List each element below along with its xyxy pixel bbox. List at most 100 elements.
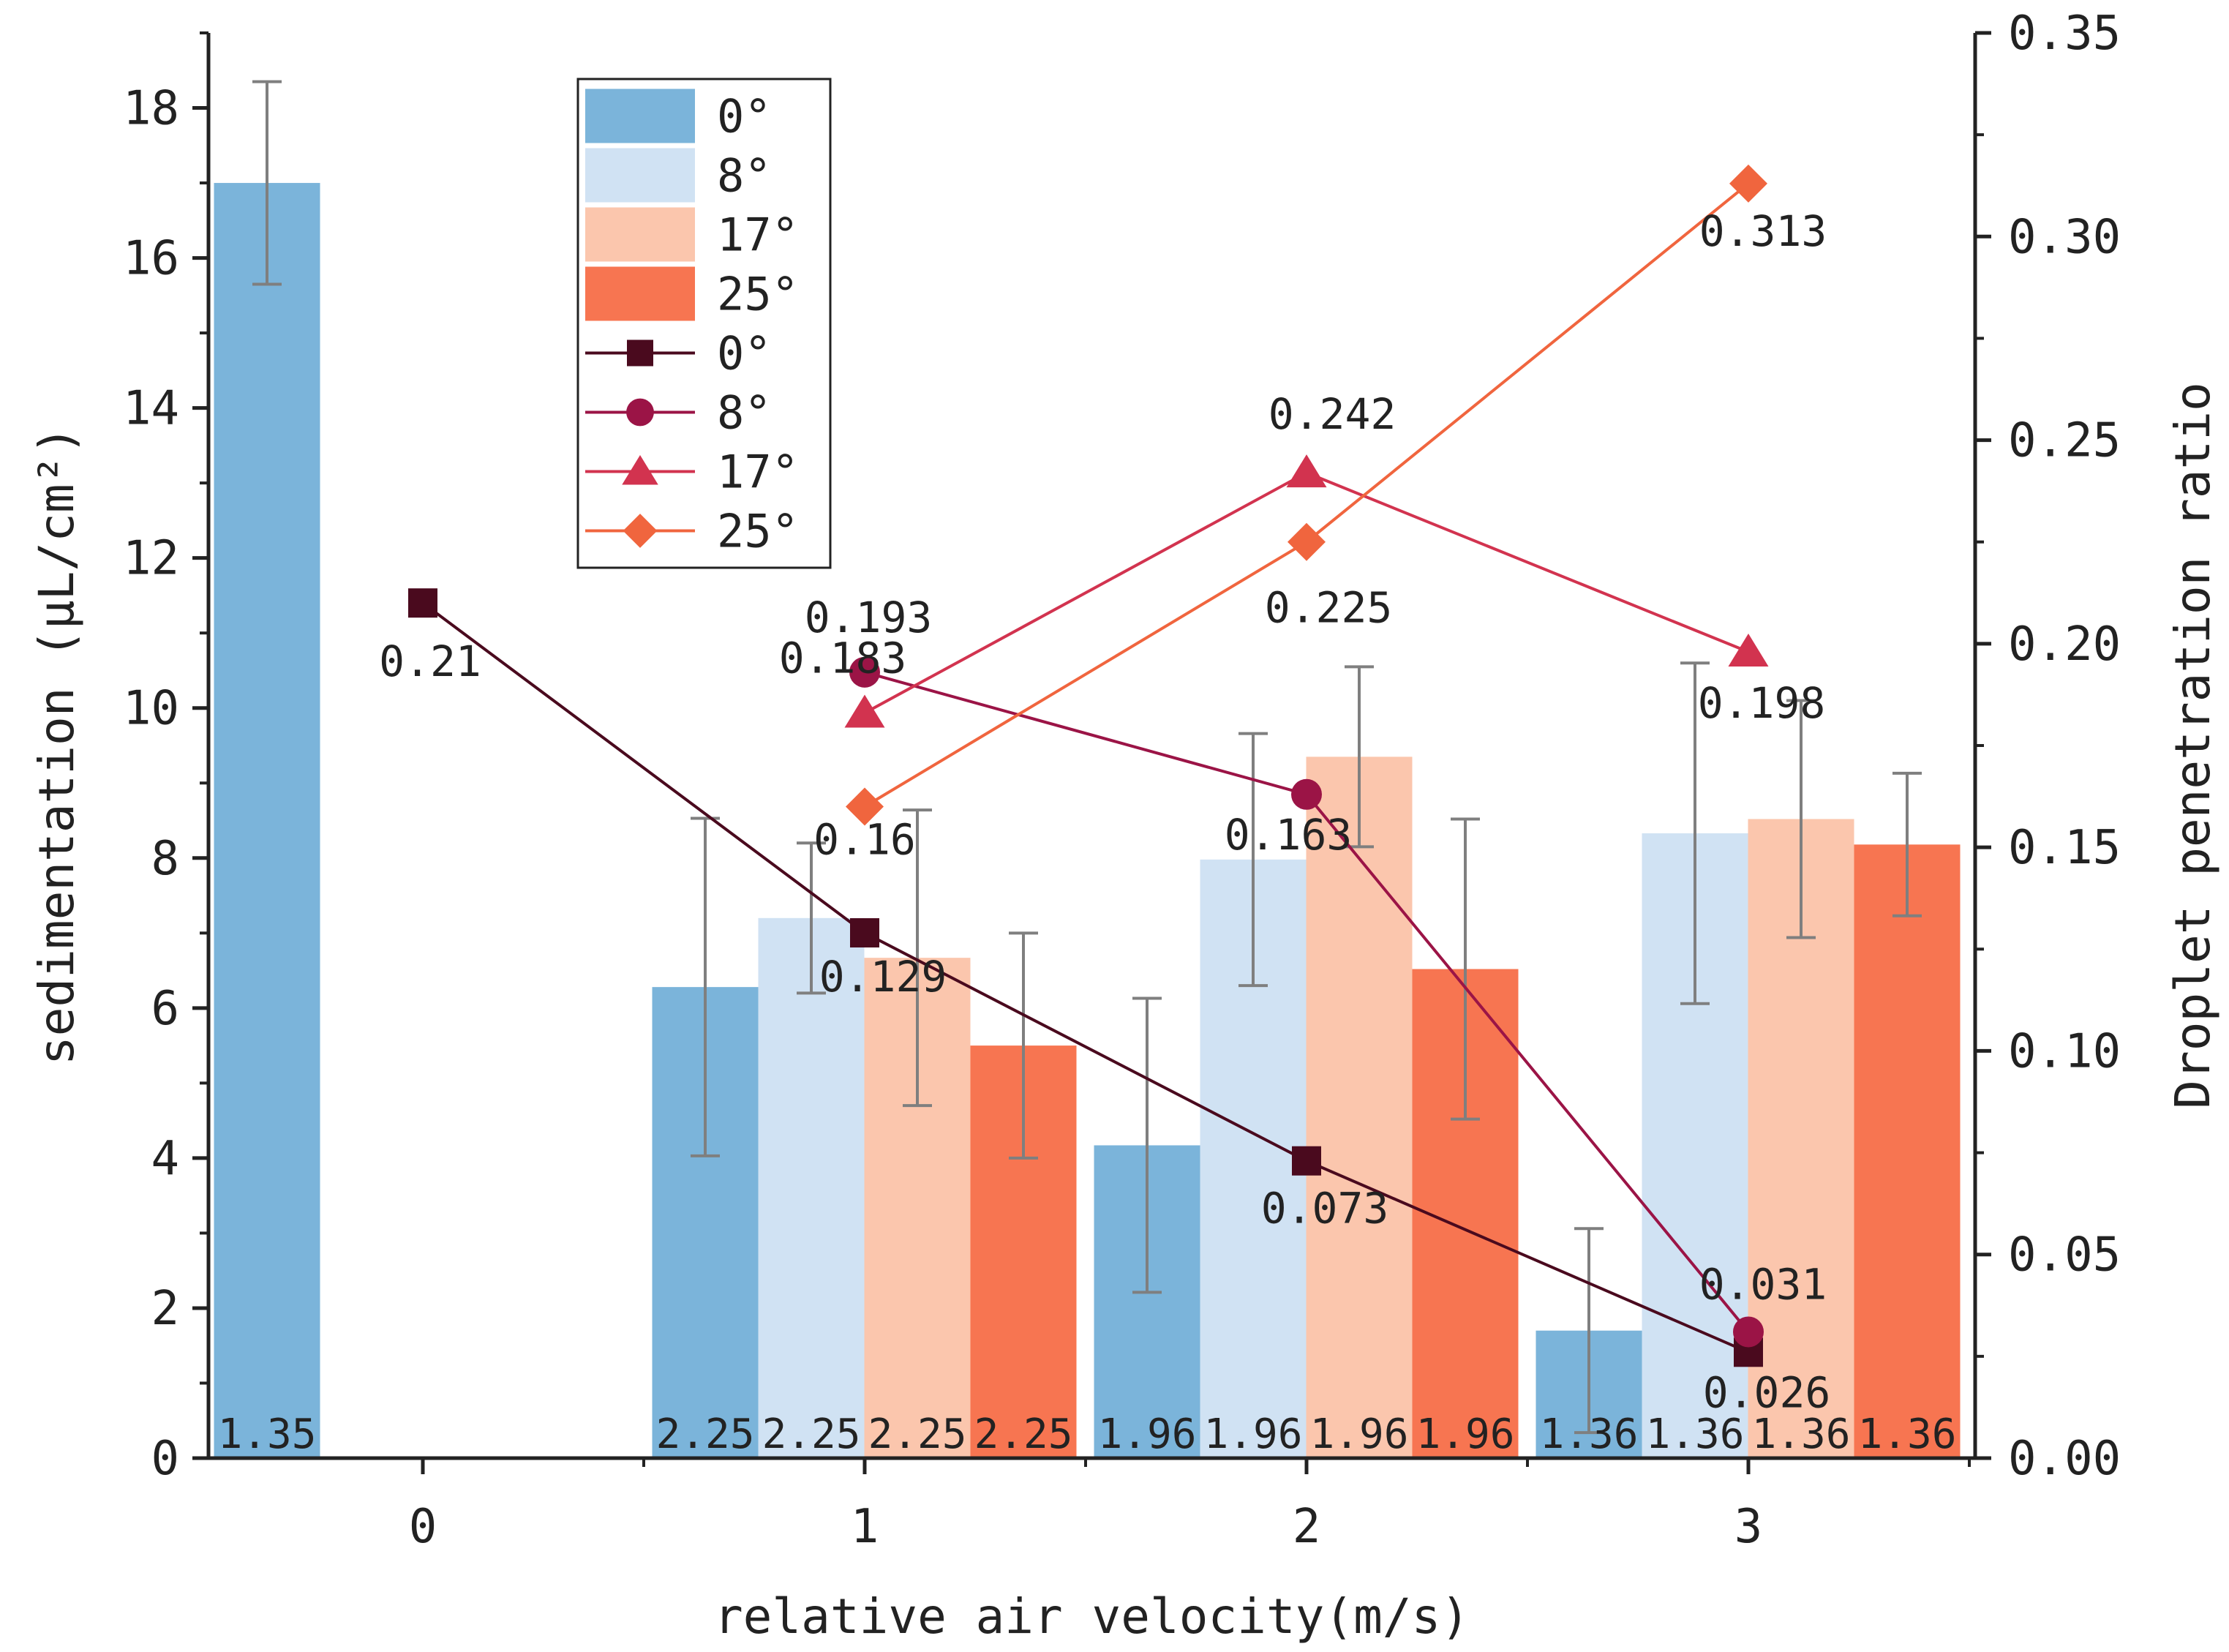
y2-tick-label: 0.25 (2008, 414, 2121, 468)
legend-label: 25° (717, 505, 799, 558)
error-bar (1574, 1227, 1604, 1435)
bar-value-label: 1.36 (1646, 1411, 1745, 1458)
bar-value-label: 2.25 (762, 1411, 861, 1458)
bar (1854, 844, 1961, 1458)
y2-axis-title: Droplet penetration ratio (2165, 382, 2221, 1108)
x-axis-title: relative air velocity(m/s) (714, 1588, 1470, 1645)
y-tick-label: 2 (151, 1282, 179, 1336)
y2-tick-label: 0.10 (2008, 1024, 2121, 1078)
line-point-marker (1291, 778, 1322, 810)
line-point-marker (408, 588, 437, 618)
bar-value-label: 2.25 (868, 1411, 967, 1458)
line-point-marker (1286, 454, 1327, 488)
y-tick-label: 12 (123, 532, 179, 586)
bar-value-label: 1.36 (1540, 1411, 1639, 1458)
y2-tick-label: 0.30 (2008, 210, 2121, 264)
y-tick-label: 14 (123, 382, 179, 436)
x-tick-label: 0 (409, 1500, 437, 1554)
legend-marker (627, 339, 653, 367)
legend-swatch (585, 207, 695, 262)
error-bar (1451, 817, 1480, 1121)
legend-swatch (585, 148, 695, 203)
y-tick-label: 6 (151, 982, 179, 1036)
bar (214, 183, 320, 1459)
bar-value-label: 1.96 (1204, 1411, 1303, 1458)
error-bar (1786, 699, 1816, 939)
y-tick-label: 0 (151, 1432, 179, 1486)
y2-tick-label: 0.05 (2008, 1228, 2121, 1283)
legend: 0° 8° 17° 25° 0° 8° 17° 25° (576, 78, 832, 569)
line-point-marker (850, 918, 879, 948)
point-value-label: 0.313 (1699, 206, 1827, 256)
legend-marker (622, 455, 658, 485)
bar-value-label: 1.96 (1098, 1411, 1197, 1458)
y-axis-title: sedimentation (μL/cm²) (29, 426, 85, 1065)
y-tick-label: 18 (123, 82, 179, 136)
line-point-marker (1292, 1146, 1321, 1176)
error-bar (1238, 732, 1268, 988)
labels-layer: 1.35 2.25 1.96 1.36 2.25 1.96 1.36 2.25 1.96 1.36… (218, 206, 1957, 1458)
bar-value-label: 1.36 (1858, 1411, 1957, 1458)
point-value-label: 0.242 (1268, 389, 1397, 439)
legend-swatch (585, 89, 695, 143)
lines-layer (408, 164, 1769, 1367)
y2-tick-label: 0.00 (2008, 1432, 2121, 1486)
y2-tick-label: 0.15 (2008, 821, 2121, 875)
series-line (421, 601, 1749, 1354)
bars-layer (214, 183, 1961, 1459)
bar-value-label: 2.25 (974, 1411, 1073, 1458)
bar-value-label: 1.36 (1752, 1411, 1851, 1458)
legend-label: 17° (717, 209, 799, 262)
y-tick-label: 4 (151, 1132, 179, 1186)
line-point-marker (1728, 633, 1769, 667)
line-point-marker (1729, 164, 1767, 203)
legend-label: 0° (717, 327, 772, 380)
y2-tick-label: 0.20 (2008, 617, 2121, 672)
line-point-marker (1288, 522, 1326, 561)
error-bars-layer (252, 80, 1922, 1435)
line-point-marker (846, 787, 884, 826)
error-bar (1892, 771, 1922, 917)
line-point-marker (849, 656, 880, 688)
axes-layer: 0246810121416180.000.050.100.150.200.250… (123, 7, 2121, 1554)
legend-label: 8° (717, 149, 772, 203)
point-value-label: 0.129 (819, 952, 947, 1002)
point-value-label: 0.193 (805, 593, 933, 642)
error-bar (1009, 931, 1038, 1160)
bar-value-label: 2.25 (656, 1411, 755, 1458)
bar-value-label: 1.96 (1310, 1411, 1409, 1458)
point-value-label: 0.163 (1225, 810, 1353, 860)
point-value-label: 0.026 (1703, 1367, 1831, 1417)
point-value-label: 0.183 (779, 633, 907, 683)
x-tick-label: 2 (1293, 1500, 1321, 1554)
line-point-marker (844, 694, 885, 728)
series-line (863, 182, 1750, 808)
x-tick-label: 3 (1734, 1500, 1763, 1554)
bar (758, 917, 865, 1458)
error-bar (903, 808, 932, 1108)
x-tick-label: 1 (851, 1500, 879, 1554)
line-point-marker (1733, 1316, 1764, 1348)
point-value-label: 0.225 (1265, 583, 1393, 633)
legend-label: 8° (717, 386, 772, 440)
legend-swatch (585, 266, 695, 321)
legend-marker (623, 514, 658, 548)
legend-marker (626, 398, 654, 427)
point-value-label: 0.16 (813, 814, 916, 864)
y2-tick-label: 0.35 (2008, 7, 2121, 61)
point-value-label: 0.073 (1261, 1184, 1389, 1234)
bar-value-label: 1.35 (218, 1411, 317, 1458)
error-bar (1680, 661, 1710, 1005)
bar (1306, 756, 1413, 1458)
error-bar (797, 841, 826, 995)
error-bar (252, 80, 282, 286)
point-value-label: 0.198 (1698, 678, 1826, 728)
legend-label: 25° (717, 268, 799, 321)
y-tick-label: 8 (151, 832, 179, 886)
y-tick-label: 16 (123, 232, 179, 286)
point-value-label: 0.21 (379, 637, 481, 686)
legend-label: 17° (717, 446, 799, 499)
point-value-label: 0.031 (1699, 1259, 1827, 1309)
error-bar (1132, 996, 1162, 1294)
